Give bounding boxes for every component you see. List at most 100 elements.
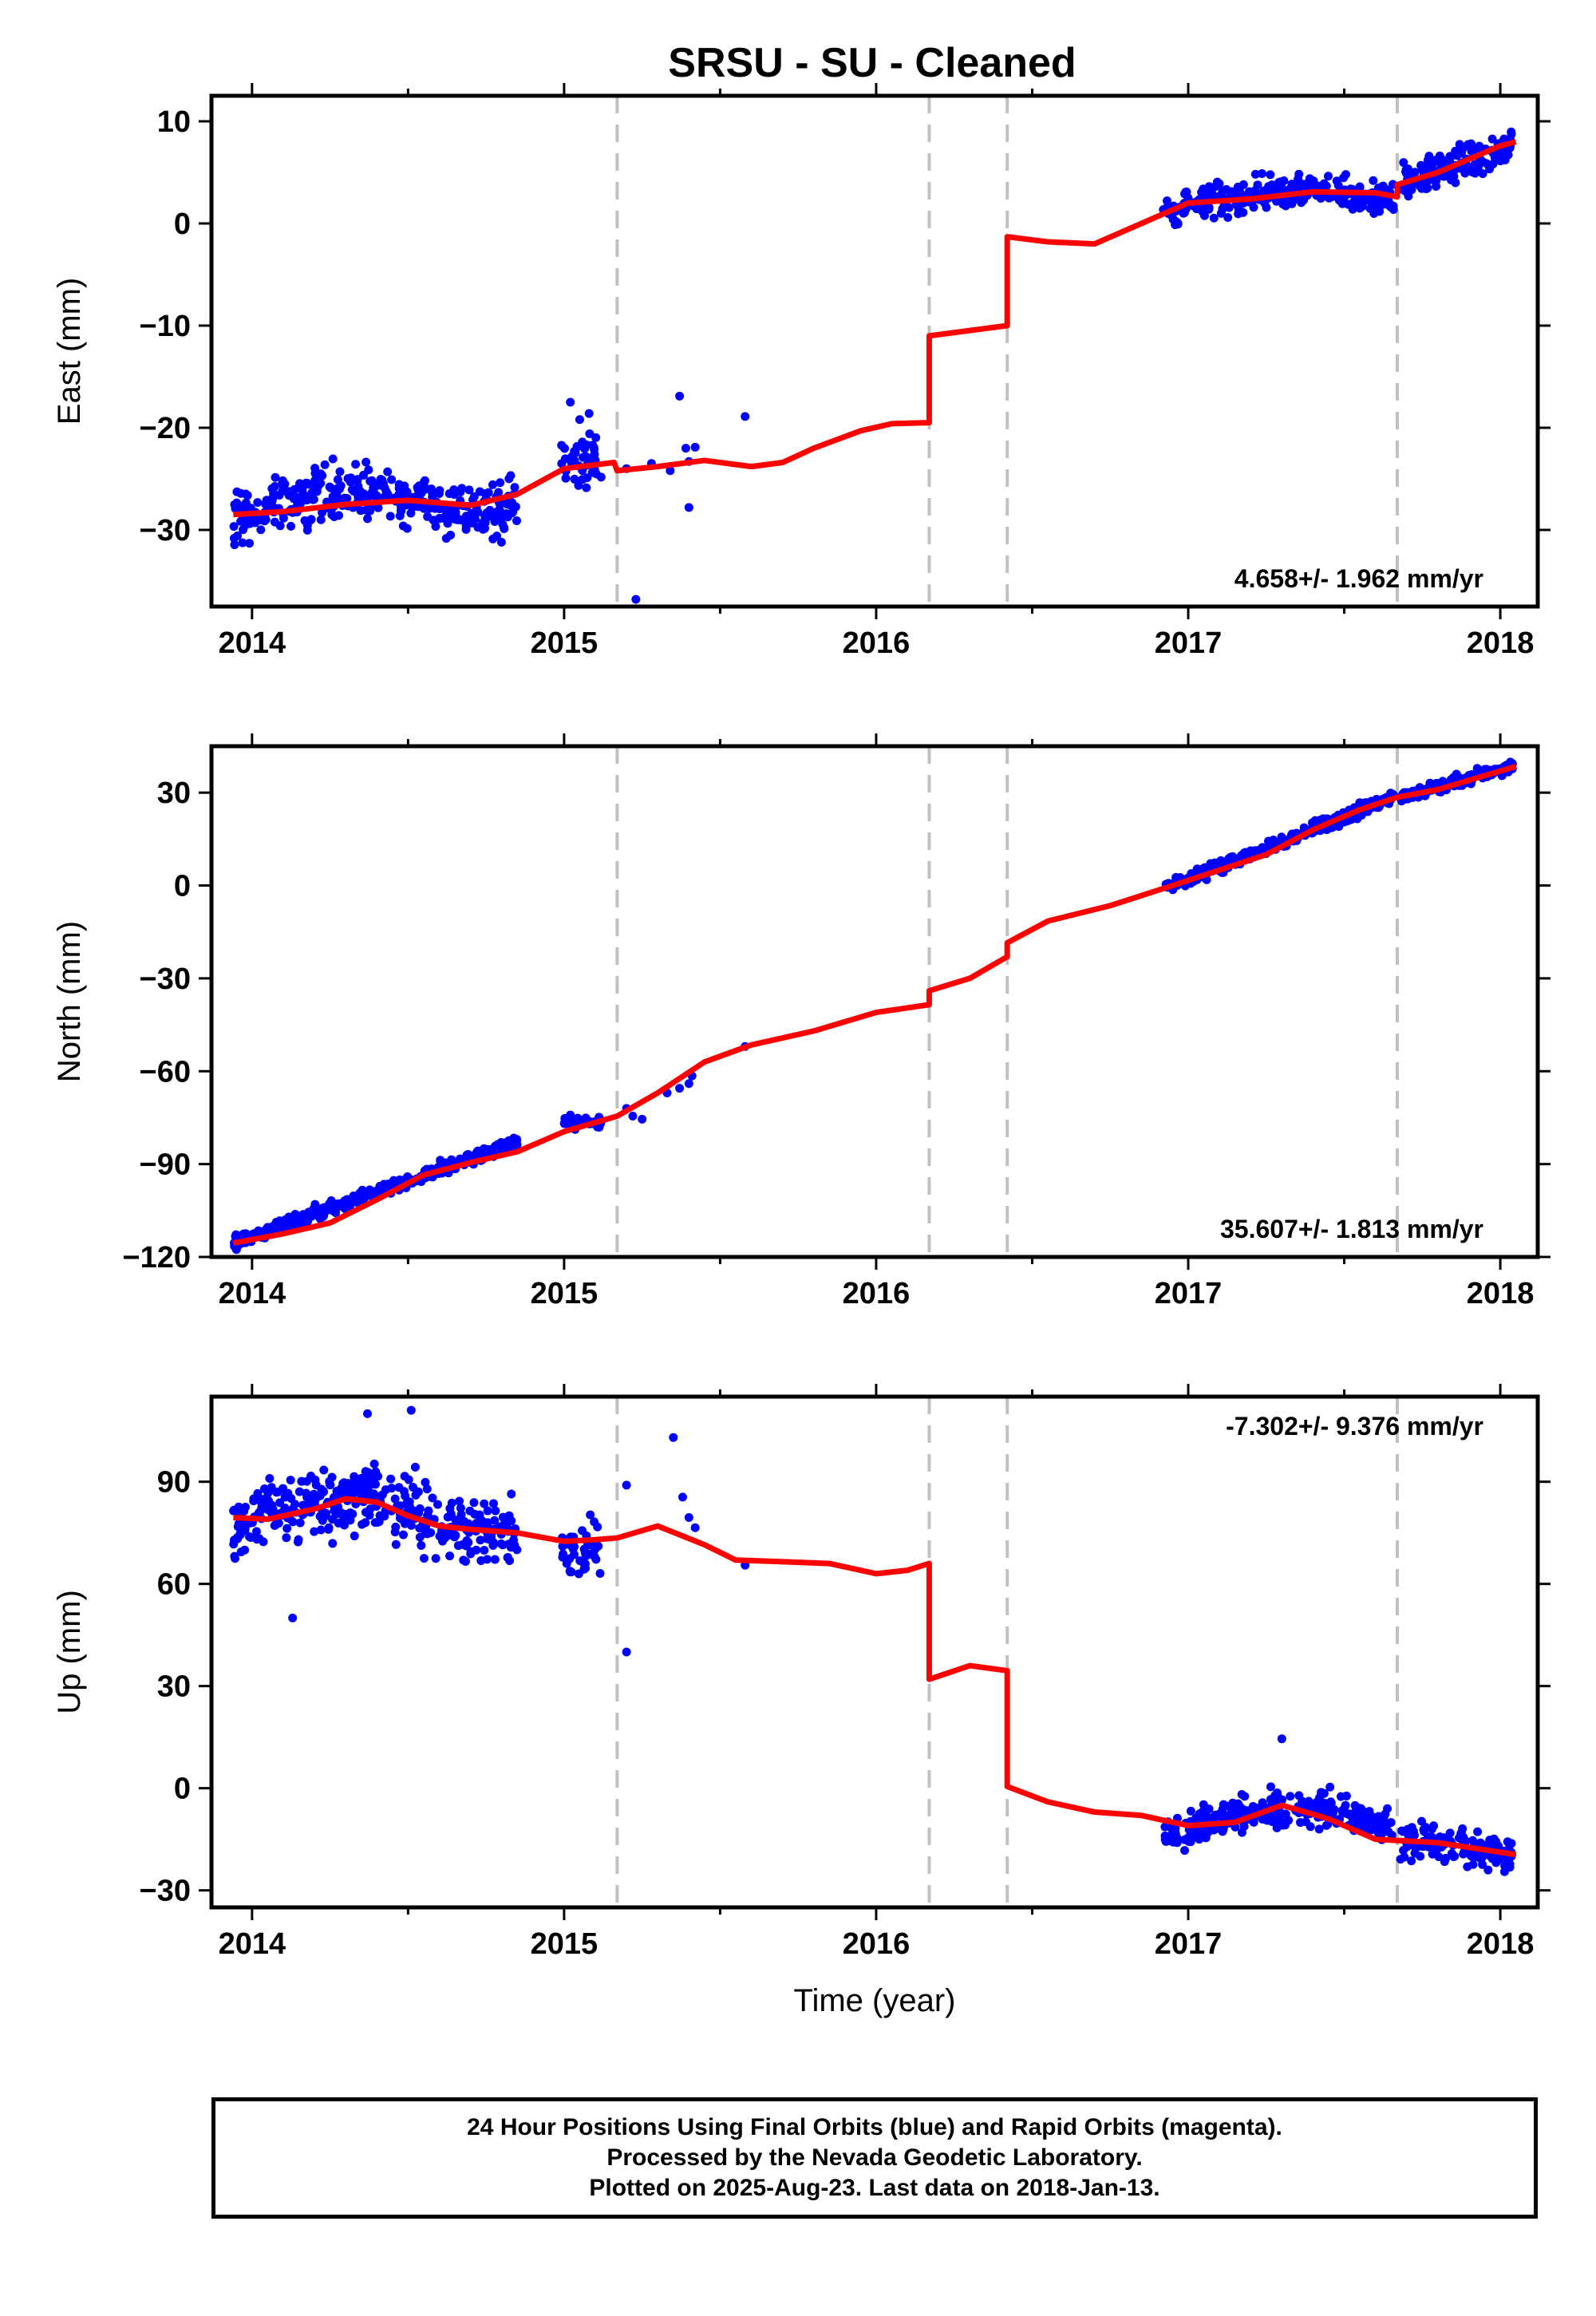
data-point (1266, 170, 1275, 180)
x-tick-label: 2018 (1467, 1927, 1535, 1961)
data-point (294, 1487, 304, 1496)
data-point (413, 502, 423, 512)
data-point (503, 1552, 512, 1562)
data-point (1249, 203, 1258, 212)
data-point (501, 1142, 511, 1152)
data-point (350, 1531, 359, 1541)
plot-frame (209, 93, 1540, 609)
data-point (504, 474, 514, 484)
data-point (1317, 1788, 1326, 1797)
data-point (267, 1483, 276, 1492)
data-point (281, 1219, 290, 1228)
data-point (582, 483, 591, 492)
data-point (367, 488, 377, 498)
data-point (480, 512, 490, 521)
data-point (575, 415, 584, 425)
data-point (1223, 213, 1233, 223)
data-point (1495, 156, 1505, 166)
data-point (461, 512, 471, 521)
data-point (1298, 183, 1307, 192)
data-points (229, 757, 1517, 1255)
data-point (307, 488, 317, 497)
data-point (253, 1488, 263, 1498)
data-point (231, 504, 240, 513)
data-point (413, 483, 422, 492)
data-point (423, 512, 433, 521)
data-point (579, 1544, 589, 1554)
data-point (1341, 1791, 1351, 1800)
data-point (346, 477, 355, 487)
data-point (1279, 176, 1289, 185)
data-point (1180, 1846, 1190, 1856)
data-point (589, 443, 598, 453)
plot-area (229, 96, 1517, 607)
data-point (1186, 1806, 1195, 1816)
data-point (447, 1498, 456, 1508)
data-point (243, 491, 252, 500)
data-point (290, 484, 299, 494)
data-point (1198, 864, 1207, 873)
data-point (435, 504, 444, 514)
y-tick-label: 30 (157, 1670, 191, 1704)
data-point (357, 1473, 366, 1483)
data-point (1299, 823, 1309, 832)
data-point (362, 1468, 372, 1477)
data-point (342, 1513, 351, 1523)
data-point (1447, 1848, 1456, 1858)
data-point (296, 1215, 306, 1225)
data-point (504, 499, 514, 508)
data-point (1306, 1822, 1315, 1832)
data-point (399, 1487, 409, 1496)
data-point (256, 525, 266, 535)
data-point (1294, 174, 1303, 184)
y-tick-label: −90 (140, 1148, 191, 1182)
y-axis-ticks (199, 120, 1551, 532)
x-tick-label: 2016 (843, 626, 911, 660)
data-point (1473, 164, 1483, 173)
y-tick-label: −60 (140, 1055, 191, 1089)
page-title: SRSU - SU - Cleaned (668, 40, 1076, 86)
data-point (560, 454, 570, 464)
caption-line-1: 24 Hour Positions Using Final Orbits (bl… (467, 2114, 1282, 2140)
data-point (1399, 1845, 1408, 1855)
data-point (491, 1506, 500, 1516)
x-tick-label: 2017 (1155, 1927, 1223, 1961)
x-tick-label: 2017 (1155, 626, 1223, 660)
data-point (500, 524, 509, 533)
data-point (246, 504, 255, 513)
plot-area (229, 1397, 1517, 1907)
caption-line-3: Plotted on 2025-Aug-23. Last data on 201… (589, 2175, 1160, 2201)
data-point (371, 1467, 381, 1476)
y-tick-label: −20 (140, 412, 191, 445)
data-point (239, 525, 248, 535)
data-point (1238, 1804, 1247, 1814)
data-point (559, 1119, 569, 1128)
data-point (394, 490, 404, 500)
data-point (265, 1474, 275, 1484)
data-point (270, 1520, 279, 1530)
data-point (424, 1506, 433, 1516)
data-point (310, 1527, 319, 1536)
data-point (422, 1484, 432, 1494)
data-point (1427, 1824, 1436, 1834)
data-point (1215, 179, 1224, 188)
data-point (496, 478, 505, 488)
data-points (229, 127, 1516, 604)
data-point (419, 1554, 429, 1563)
data-point (251, 1527, 261, 1536)
data-point (585, 429, 595, 439)
data-point (363, 514, 373, 524)
data-point (360, 491, 369, 500)
data-point (741, 412, 750, 421)
data-point (596, 472, 606, 482)
x-axis-ticks (251, 83, 1502, 619)
data-point (377, 1490, 387, 1500)
data-point (1204, 203, 1214, 212)
data-point (335, 467, 345, 476)
data-point (1371, 1819, 1381, 1828)
data-point (437, 1527, 447, 1536)
data-point (399, 1530, 409, 1539)
data-point (638, 1114, 647, 1124)
data-point (260, 1504, 270, 1513)
data-point (475, 487, 484, 496)
